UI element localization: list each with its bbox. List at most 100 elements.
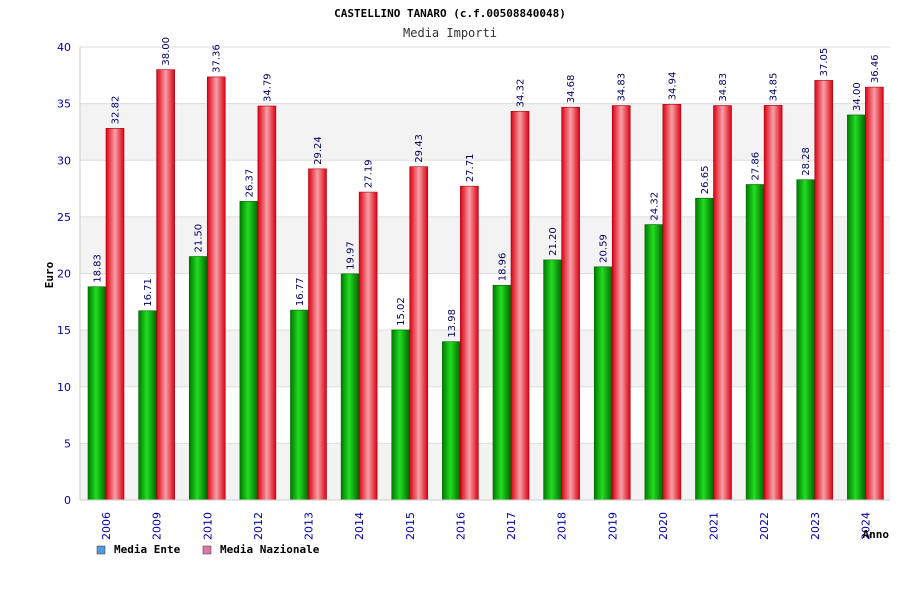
bar-media-nazionale	[460, 185, 479, 501]
bars	[87, 69, 884, 501]
data-label-media-nazionale: 37.05	[819, 48, 830, 77]
y-tick-label: 20	[57, 268, 71, 281]
data-label-media-ente: 19.97	[346, 241, 357, 270]
data-label-media-nazionale: 36.46	[870, 54, 881, 83]
bar-media-nazionale	[662, 104, 682, 501]
data-label-media-nazionale: 32.82	[111, 96, 122, 125]
x-tick-label: 2010	[201, 512, 214, 540]
x-tick-label: 2012	[252, 512, 265, 540]
bar-media-ente	[847, 114, 866, 501]
bar-media-ente	[391, 329, 411, 501]
legend-label-ente: Media Ente	[114, 543, 181, 556]
data-label-media-ente: 13.98	[447, 309, 458, 338]
x-axis-label: Anno	[863, 528, 890, 541]
data-label-media-ente: 16.77	[295, 277, 306, 306]
x-axis-ticks: 2006 2009 2010 2012 2013 2014 2015 2016 2017 2018…	[100, 512, 872, 540]
bar-media-ente	[745, 184, 765, 501]
data-label-media-ente: 21.50	[194, 224, 205, 253]
data-label-media-nazionale: 29.43	[414, 134, 425, 163]
chart-title: CASTELLINO TANARO (c.f.00508840048)	[334, 7, 566, 20]
x-tick-label: 2015	[404, 512, 417, 540]
data-label-media-ente: 28.28	[801, 147, 812, 176]
bar-media-ente	[695, 197, 714, 501]
data-label-media-ente: 20.59	[599, 234, 610, 263]
bar-media-ente	[340, 273, 360, 501]
data-label-media-ente: 21.20	[548, 227, 559, 256]
bar-media-ente	[644, 224, 664, 501]
data-label-media-nazionale: 37.36	[212, 44, 223, 73]
x-tick-label: 2006	[100, 512, 113, 540]
x-tick-label: 2018	[556, 512, 569, 540]
data-label-media-ente: 18.96	[498, 253, 509, 282]
x-tick-label: 2019	[606, 512, 619, 540]
data-label-media-ente: 24.32	[649, 192, 660, 221]
y-tick-label: 35	[57, 98, 71, 111]
data-label-media-ente: 26.65	[700, 166, 711, 195]
bar-media-nazionale	[257, 105, 277, 501]
bar-media-nazionale	[763, 105, 783, 501]
data-label-media-nazionale: 34.85	[769, 73, 780, 102]
x-tick-label: 2021	[708, 512, 721, 540]
bar-media-ente	[543, 259, 562, 501]
bar-media-ente	[290, 309, 309, 501]
data-label-media-nazionale: 34.79	[262, 73, 273, 102]
data-label-media-ente: 26.37	[244, 169, 255, 198]
legend-swatch-ente	[96, 545, 106, 555]
legend: Media Ente Media Nazionale	[96, 543, 320, 556]
bar-media-nazionale	[308, 168, 327, 501]
bar-media-nazionale	[814, 80, 834, 501]
y-tick-label: 10	[57, 381, 71, 394]
data-label-media-ente: 15.02	[396, 297, 407, 326]
y-tick-label: 15	[57, 324, 71, 337]
bar-media-ente	[593, 266, 613, 501]
x-tick-label: 2023	[809, 512, 822, 540]
data-label-media-nazionale: 29.24	[313, 136, 324, 165]
data-label-media-nazionale: 27.19	[364, 159, 375, 188]
y-tick-label: 30	[57, 154, 71, 167]
x-tick-label: 2009	[151, 512, 164, 540]
bar-media-nazionale	[206, 76, 226, 501]
data-label-media-ente: 16.71	[143, 278, 154, 307]
y-axis-ticks: 0 5 10 15 20 25 30 35 40	[57, 41, 71, 507]
bar-media-nazionale	[561, 106, 580, 501]
chart-subtitle: Media Importi	[403, 26, 497, 40]
data-label-media-nazionale: 38.00	[161, 37, 172, 66]
bar-media-nazionale	[409, 166, 429, 501]
bar-media-nazionale	[510, 111, 530, 501]
bar-media-nazionale	[156, 69, 175, 501]
bar-media-ente	[87, 286, 107, 501]
x-tick-label: 2014	[353, 512, 366, 540]
y-tick-label: 5	[64, 437, 71, 450]
data-labels: 18.83 32.82 16.71 38.00 21.50 37.36 26.37 34.79…	[93, 37, 881, 338]
data-label-media-nazionale: 34.32	[516, 79, 527, 108]
legend-swatch-nazionale	[202, 545, 212, 555]
bar-media-nazionale	[358, 191, 378, 501]
bar-media-ente	[138, 310, 157, 501]
bar-media-ente	[796, 179, 816, 501]
y-tick-label: 25	[57, 211, 71, 224]
bar-media-ente	[492, 284, 512, 501]
bar-media-nazionale	[713, 105, 732, 501]
data-label-media-nazionale: 34.83	[617, 73, 628, 102]
x-tick-label: 2013	[303, 512, 316, 540]
legend-label-nazionale: Media Nazionale	[220, 543, 320, 556]
data-label-media-nazionale: 34.68	[566, 75, 577, 104]
bar-media-ente	[442, 341, 461, 501]
bar-media-ente	[188, 256, 208, 501]
bar-media-nazionale	[865, 86, 884, 501]
bar-media-nazionale	[105, 128, 125, 501]
data-label-media-ente: 27.86	[751, 152, 762, 181]
data-label-media-ente: 18.83	[93, 254, 104, 283]
y-tick-label: 0	[64, 494, 71, 507]
bar-media-ente	[239, 201, 259, 501]
data-label-media-nazionale: 34.83	[718, 73, 729, 102]
x-tick-label: 2017	[505, 512, 518, 540]
data-label-media-nazionale: 27.71	[465, 154, 476, 183]
x-tick-label: 2022	[758, 512, 771, 540]
data-label-media-ente: 34.00	[852, 82, 863, 111]
y-axis-label: Euro	[43, 261, 56, 288]
bar-media-nazionale	[611, 105, 631, 501]
x-tick-label: 2016	[454, 512, 467, 540]
x-tick-label: 2024	[859, 512, 872, 540]
